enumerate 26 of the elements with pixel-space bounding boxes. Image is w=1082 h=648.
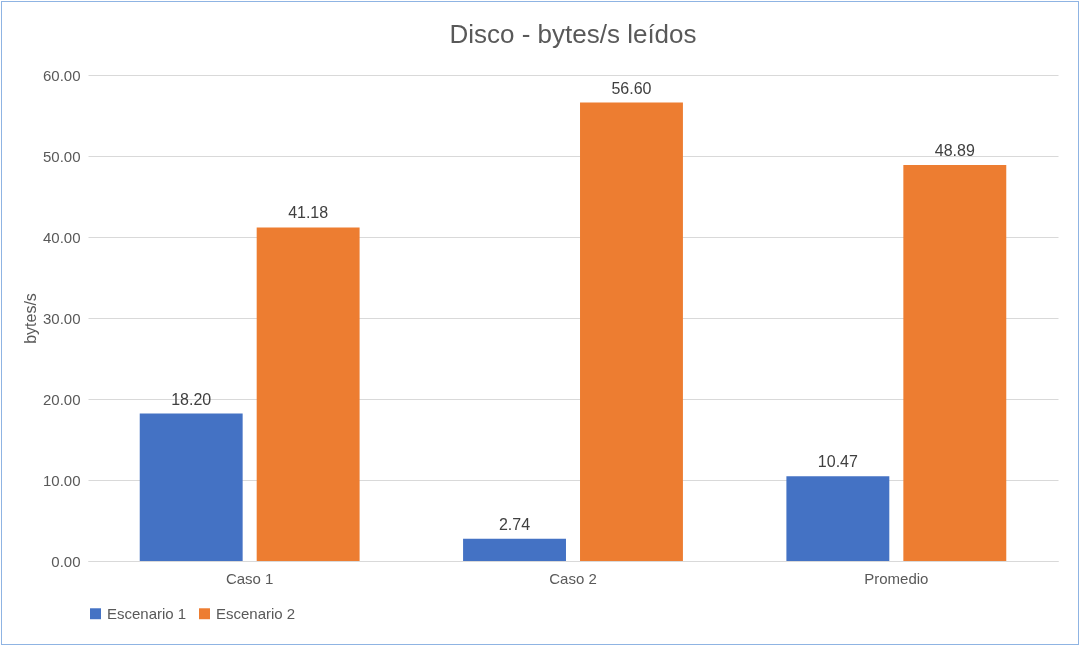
legend-label: Escenario 1 — [107, 604, 187, 622]
bar — [786, 476, 890, 561]
y-axis-title: bytes/s — [21, 293, 39, 344]
x-tick-label: Caso 1 — [225, 569, 274, 587]
bar — [903, 164, 1007, 561]
bar — [580, 102, 683, 561]
x-tick-label: Promedio — [864, 569, 929, 587]
legend-label: Escenario 2 — [216, 604, 296, 622]
data-label: 18.20 — [171, 390, 212, 408]
data-label: 48.89 — [934, 141, 975, 159]
bar — [463, 538, 566, 561]
data-label: 10.47 — [817, 453, 858, 471]
x-tick-label: Caso 2 — [549, 569, 597, 587]
chart-title: Disco - bytes/s leídos — [449, 19, 697, 49]
data-label: 41.18 — [288, 204, 329, 222]
bar — [256, 227, 360, 561]
data-label: 2.74 — [498, 515, 531, 533]
y-tick-label: 10.00 — [42, 471, 81, 489]
data-label: 56.60 — [611, 79, 652, 97]
y-tick-label: 60.00 — [42, 66, 81, 84]
y-tick-label: 40.00 — [42, 228, 81, 246]
y-tick-label: 30.00 — [42, 309, 81, 327]
y-tick-label: 50.00 — [42, 147, 81, 165]
y-tick-label: 20.00 — [42, 390, 81, 408]
y-tick-label: 0.00 — [51, 552, 81, 570]
bar — [139, 413, 243, 561]
